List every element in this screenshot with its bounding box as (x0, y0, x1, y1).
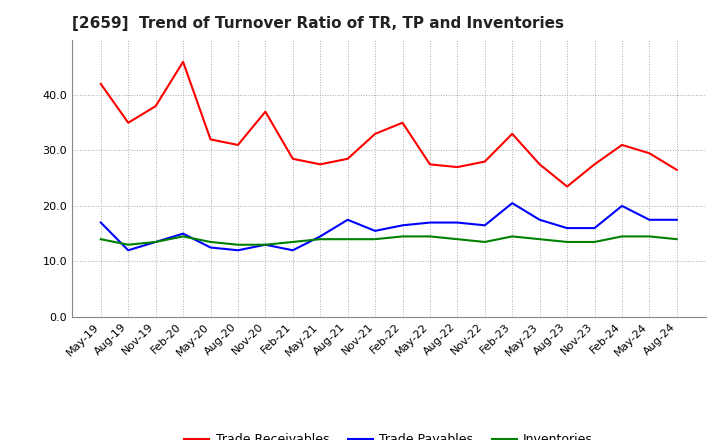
Inventories (96, 237, 105, 242)
Legend: Trade Receivables, Trade Payables, Inventories: Trade Receivables, Trade Payables, Inven… (179, 429, 598, 440)
Trade Payables (289, 248, 297, 253)
Inventories (206, 239, 215, 245)
Inventories (645, 234, 654, 239)
Text: [2659]  Trend of Turnover Ratio of TR, TP and Inventories: [2659] Trend of Turnover Ratio of TR, TP… (72, 16, 564, 32)
Trade Payables (179, 231, 187, 236)
Inventories (480, 239, 489, 245)
Trade Payables (124, 248, 132, 253)
Trade Payables (96, 220, 105, 225)
Inventories (289, 239, 297, 245)
Trade Payables (371, 228, 379, 234)
Trade Payables (480, 223, 489, 228)
Trade Receivables (453, 165, 462, 170)
Trade Receivables (508, 131, 516, 136)
Inventories (618, 234, 626, 239)
Trade Receivables (480, 159, 489, 164)
Inventories (179, 234, 187, 239)
Trade Payables (261, 242, 270, 247)
Inventories (398, 234, 407, 239)
Trade Payables (206, 245, 215, 250)
Inventories (590, 239, 599, 245)
Trade Receivables (261, 109, 270, 114)
Trade Receivables (672, 167, 681, 172)
Trade Payables (398, 223, 407, 228)
Inventories (261, 242, 270, 247)
Trade Payables (672, 217, 681, 222)
Trade Payables (233, 248, 242, 253)
Trade Payables (453, 220, 462, 225)
Inventories (508, 234, 516, 239)
Inventories (233, 242, 242, 247)
Trade Receivables (343, 156, 352, 161)
Inventories (672, 237, 681, 242)
Trade Payables (563, 225, 572, 231)
Line: Trade Payables: Trade Payables (101, 203, 677, 250)
Trade Receivables (151, 103, 160, 109)
Inventories (371, 237, 379, 242)
Trade Payables (316, 234, 325, 239)
Trade Payables (426, 220, 434, 225)
Trade Receivables (398, 120, 407, 125)
Line: Trade Receivables: Trade Receivables (101, 62, 677, 187)
Trade Receivables (124, 120, 132, 125)
Trade Receivables (590, 161, 599, 167)
Trade Payables (508, 201, 516, 206)
Trade Receivables (233, 142, 242, 147)
Trade Payables (343, 217, 352, 222)
Inventories (563, 239, 572, 245)
Trade Receivables (645, 150, 654, 156)
Inventories (124, 242, 132, 247)
Trade Receivables (316, 161, 325, 167)
Inventories (343, 237, 352, 242)
Trade Receivables (563, 184, 572, 189)
Trade Payables (618, 203, 626, 209)
Trade Payables (151, 239, 160, 245)
Trade Receivables (618, 142, 626, 147)
Trade Receivables (289, 156, 297, 161)
Inventories (426, 234, 434, 239)
Inventories (316, 237, 325, 242)
Inventories (151, 239, 160, 245)
Trade Receivables (179, 59, 187, 64)
Trade Receivables (536, 161, 544, 167)
Trade Payables (645, 217, 654, 222)
Trade Receivables (206, 137, 215, 142)
Trade Receivables (426, 161, 434, 167)
Trade Payables (536, 217, 544, 222)
Trade Receivables (96, 81, 105, 87)
Trade Receivables (371, 131, 379, 136)
Inventories (536, 237, 544, 242)
Trade Payables (590, 225, 599, 231)
Line: Inventories: Inventories (101, 236, 677, 245)
Inventories (453, 237, 462, 242)
